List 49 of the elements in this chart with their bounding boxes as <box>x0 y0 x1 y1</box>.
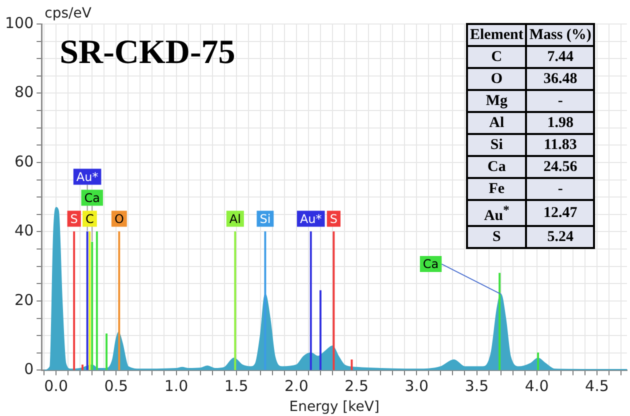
annotation: Au* <box>76 170 98 184</box>
x-tick-label: 4.0 <box>524 377 549 396</box>
chart-title: SR-CKD-75 <box>60 34 236 71</box>
annotation: - <box>526 90 594 112</box>
annotation: Ca <box>422 257 439 272</box>
y-tick-label: 40 <box>14 222 34 240</box>
x-tick-label: 2.5 <box>344 377 368 396</box>
y-axis-title: cps/eV <box>44 6 92 22</box>
annotation: Si <box>260 212 271 226</box>
annotation: 24.56 <box>526 156 594 178</box>
annotation: Si <box>467 134 526 156</box>
annotation: C <box>467 46 526 68</box>
annotation: S <box>70 212 78 226</box>
y-tick-label: 0 <box>24 360 34 378</box>
annotation: Au$^{*}$ <box>467 200 526 226</box>
x-tick-label: 2.0 <box>284 377 308 396</box>
x-tick-label: 4.5 <box>585 377 609 396</box>
annotation: Ca <box>84 190 100 205</box>
y-tick-label: 80 <box>14 83 34 102</box>
annotation: 12.47 <box>526 200 594 226</box>
x-tick-label: 1.5 <box>224 377 248 396</box>
x-tick-label: 0.0 <box>44 377 68 396</box>
annotation: - <box>526 178 594 200</box>
annotation: O <box>467 68 526 90</box>
annotation: Ca <box>467 156 526 178</box>
annotation: Al <box>467 112 526 134</box>
y-tick-label: 60 <box>14 152 34 170</box>
annotation: Au* <box>300 212 322 226</box>
x-tick-label: 3.5 <box>464 377 489 396</box>
x-tick-label: 1.0 <box>164 377 188 396</box>
annotation: Element <box>467 24 526 46</box>
x-axis-title: Energy [keV] <box>289 399 380 416</box>
annotation: Mass (%) <box>526 24 594 46</box>
x-tick-label: 3.0 <box>404 377 429 396</box>
annotation: 5.24 <box>526 226 594 248</box>
annotation: 1.98 <box>526 112 594 134</box>
annotation: 7.44 <box>526 46 594 68</box>
annotation: O <box>114 212 124 226</box>
annotation: S <box>330 212 338 226</box>
annotation: Fe <box>467 178 526 200</box>
annotation: Mg <box>467 90 526 112</box>
y-tick-label: 20 <box>14 290 34 309</box>
annotation: S <box>467 226 526 248</box>
annotation: Al <box>229 212 241 226</box>
annotation: C <box>86 212 94 226</box>
x-tick-label: 0.5 <box>104 377 128 396</box>
annotation: 36.48 <box>526 68 594 90</box>
y-tick-label: 100 <box>4 14 34 32</box>
annotation: 11.83 <box>526 134 594 156</box>
